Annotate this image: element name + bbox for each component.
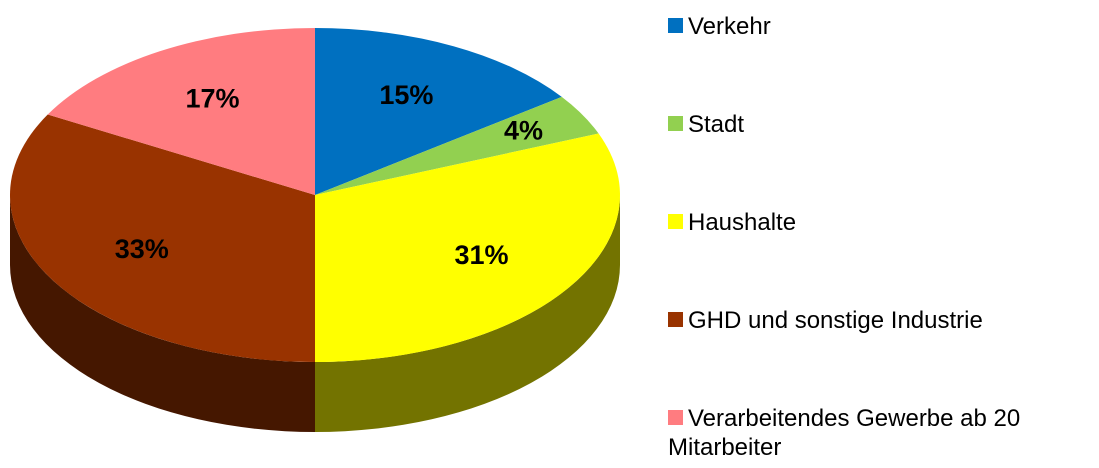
- legend-item: GHD und sonstige Industrie: [668, 306, 1093, 335]
- legend-item: Verkehr: [668, 12, 1093, 41]
- data-label: 4%: [504, 115, 543, 145]
- legend-item: Haushalte: [668, 208, 1093, 237]
- slice-side: [10, 195, 315, 432]
- legend-label: Stadt: [688, 111, 745, 138]
- legend-item: Stadt: [668, 110, 1093, 139]
- legend-item: Verarbeitendes Gewerbe ab 20 Mitarbeiter: [668, 404, 1093, 462]
- legend-label: Haushalte: [688, 209, 797, 236]
- legend-label: Verkehr: [688, 13, 771, 40]
- slice: [315, 28, 562, 195]
- data-label: 15%: [379, 80, 433, 110]
- legend-swatch: [668, 116, 683, 131]
- legend-swatch: [668, 312, 683, 327]
- data-label: 31%: [454, 240, 508, 270]
- data-label: 33%: [115, 234, 169, 264]
- slice: [9, 114, 315, 362]
- legend-swatch: [668, 214, 683, 229]
- legend-label: GHD und sonstige Industrie: [688, 307, 983, 334]
- legend-label: Verarbeitendes Gewerbe ab 20 Mitarbeiter: [668, 405, 1021, 461]
- data-label: 17%: [186, 83, 240, 113]
- legend-swatch: [668, 410, 683, 425]
- pie-chart: 15% 4% 31% 33% 17%: [9, 28, 620, 432]
- slice: [315, 96, 599, 195]
- slice: [315, 133, 620, 362]
- slice-side: [315, 195, 620, 432]
- slice: [47, 28, 315, 195]
- legend-swatch: [668, 18, 683, 33]
